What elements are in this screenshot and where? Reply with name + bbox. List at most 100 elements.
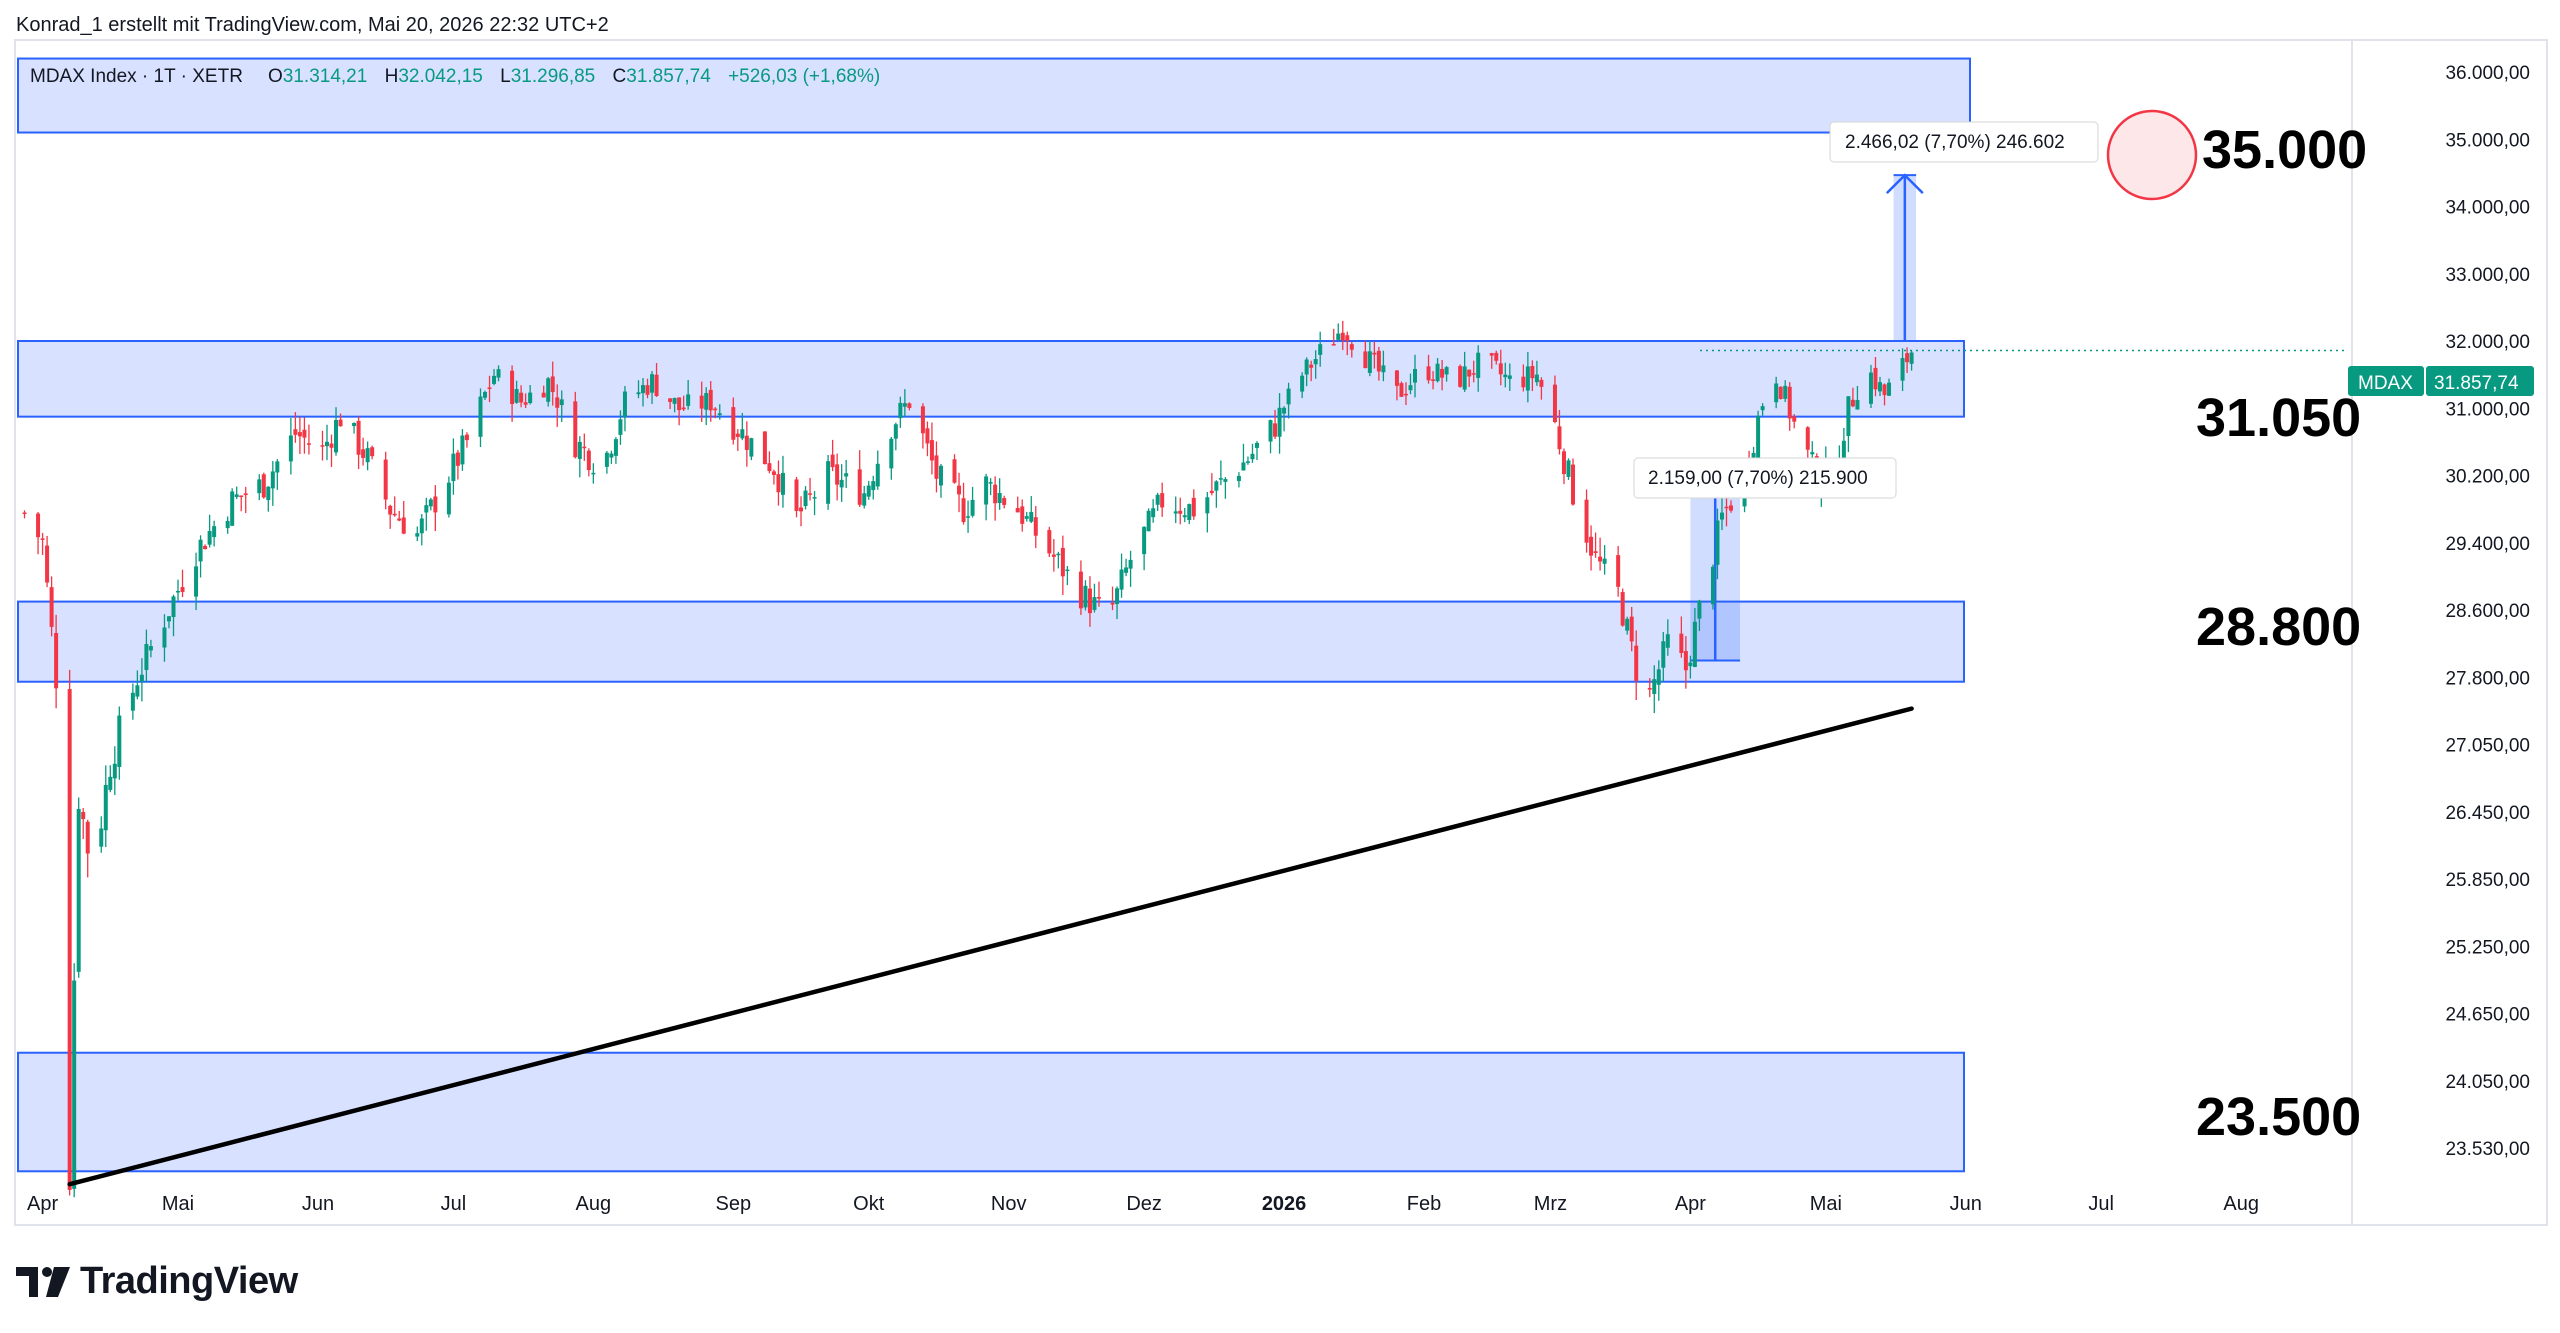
candle-body <box>383 459 388 500</box>
candle-body <box>356 420 361 455</box>
candle-body <box>76 808 81 972</box>
candle-body <box>622 391 627 417</box>
candle-body <box>735 433 740 437</box>
support-trendline[interactable] <box>67 706 1914 1187</box>
candle-body <box>1656 669 1661 685</box>
candle-body <box>866 485 871 497</box>
candle-body <box>1561 451 1566 475</box>
candle-body <box>1372 352 1377 355</box>
candle-body <box>130 692 135 711</box>
candle-body <box>1900 358 1905 381</box>
candle-body <box>306 443 311 445</box>
candle-body <box>641 385 646 394</box>
candle-body <box>1254 442 1259 448</box>
candle-body <box>415 533 420 537</box>
candle-body <box>771 471 776 475</box>
measure-layer <box>1690 173 1924 662</box>
candle-body <box>54 632 59 689</box>
measure-lower-label: 2.159,00 (7,70%) 215.900 <box>1648 468 1868 489</box>
candle-body <box>1688 662 1693 667</box>
candles-layer <box>22 320 1914 1198</box>
tradingview-logo[interactable]: TradingView <box>16 1260 298 1303</box>
candle-body <box>577 441 582 459</box>
candle-body <box>1774 383 1779 403</box>
candle-body <box>1304 359 1309 375</box>
candle-body <box>1724 506 1729 509</box>
price-tag-symbol-box <box>2348 366 2424 396</box>
candle-body <box>749 438 754 457</box>
candle-body <box>1620 592 1625 626</box>
candle-body <box>957 485 962 495</box>
candle-body <box>604 452 609 467</box>
candle-body <box>1367 351 1372 373</box>
candle-body <box>893 424 898 439</box>
candle-body <box>830 454 835 468</box>
support-resistance-zone[interactable] <box>17 600 1965 683</box>
candle-body <box>862 493 867 506</box>
tradingview-logo-icon <box>16 1266 70 1297</box>
candle-body <box>1047 530 1052 554</box>
candle-body <box>984 476 989 505</box>
candle-body <box>85 821 90 854</box>
candle-body <box>1083 585 1088 608</box>
candle-body <box>1015 508 1020 513</box>
price-tick-label: 24.050,00 <box>2445 1072 2530 1093</box>
candle-body <box>446 482 451 515</box>
chart-pane-border <box>14 39 2548 1226</box>
price-axis[interactable]: 36.000,00 35.000,00 34.000,00 33.000,00 32.0… <box>2445 63 2530 1160</box>
candle-body <box>1020 506 1025 524</box>
candle-body <box>1060 547 1065 577</box>
price-tick-label: 35.000,00 <box>2445 130 2530 151</box>
candle-body <box>40 538 45 540</box>
candle-body <box>780 472 785 495</box>
candle-body <box>1381 365 1386 373</box>
candle-body <box>961 498 966 523</box>
candle-body <box>139 674 144 682</box>
support-resistance-zone[interactable] <box>17 57 1971 134</box>
candle-body <box>1286 388 1291 405</box>
candle-body <box>261 474 266 498</box>
candle-body <box>1783 385 1788 399</box>
candle-body <box>1273 423 1278 437</box>
candle-body <box>334 419 339 453</box>
candle-body <box>776 474 781 493</box>
price-tick-label: 28.600,00 <box>2445 601 2530 622</box>
candle-body <box>352 422 357 427</box>
candle-body <box>293 429 298 435</box>
candle-body <box>1507 375 1512 379</box>
candle-body <box>1376 350 1381 372</box>
candle-body <box>1051 554 1056 557</box>
candle-body <box>1905 353 1910 363</box>
candle-body <box>36 513 41 538</box>
support-resistance-zone[interactable] <box>17 1051 1965 1173</box>
candle-body <box>1124 567 1129 573</box>
time-axis[interactable]: Apr Mai Jun Jul Aug Sep Okt Nov Dez 2026 Feb Mrz Apr… <box>27 1193 2259 1215</box>
candle-body <box>993 484 998 504</box>
candle-body <box>144 644 149 670</box>
candle-body <box>324 441 329 447</box>
candle-body <box>1539 379 1544 387</box>
legend-symbol[interactable]: MDAX Index · 1T · XETR <box>30 66 243 87</box>
candle-body <box>672 398 677 404</box>
candle-body <box>108 776 113 790</box>
support-resistance-zone[interactable] <box>17 340 1965 418</box>
candle-body <box>546 378 551 402</box>
candle-body <box>1426 366 1431 381</box>
time-tick-label: Aug <box>576 1193 612 1215</box>
candle-body <box>1331 344 1336 346</box>
candle-body <box>555 397 560 408</box>
candle-body <box>1887 382 1892 396</box>
candle-body <box>744 435 749 450</box>
candle-body <box>799 507 804 512</box>
candle-body <box>1471 373 1476 375</box>
candle-body <box>650 374 655 393</box>
candle-body <box>478 396 483 437</box>
candle-body <box>1868 372 1873 404</box>
candle-body <box>668 398 673 402</box>
candle-body <box>1462 366 1467 390</box>
candle-body <box>1616 555 1621 587</box>
candle-body <box>925 428 930 444</box>
candle-body <box>717 413 722 416</box>
candle-body <box>1909 352 1914 364</box>
